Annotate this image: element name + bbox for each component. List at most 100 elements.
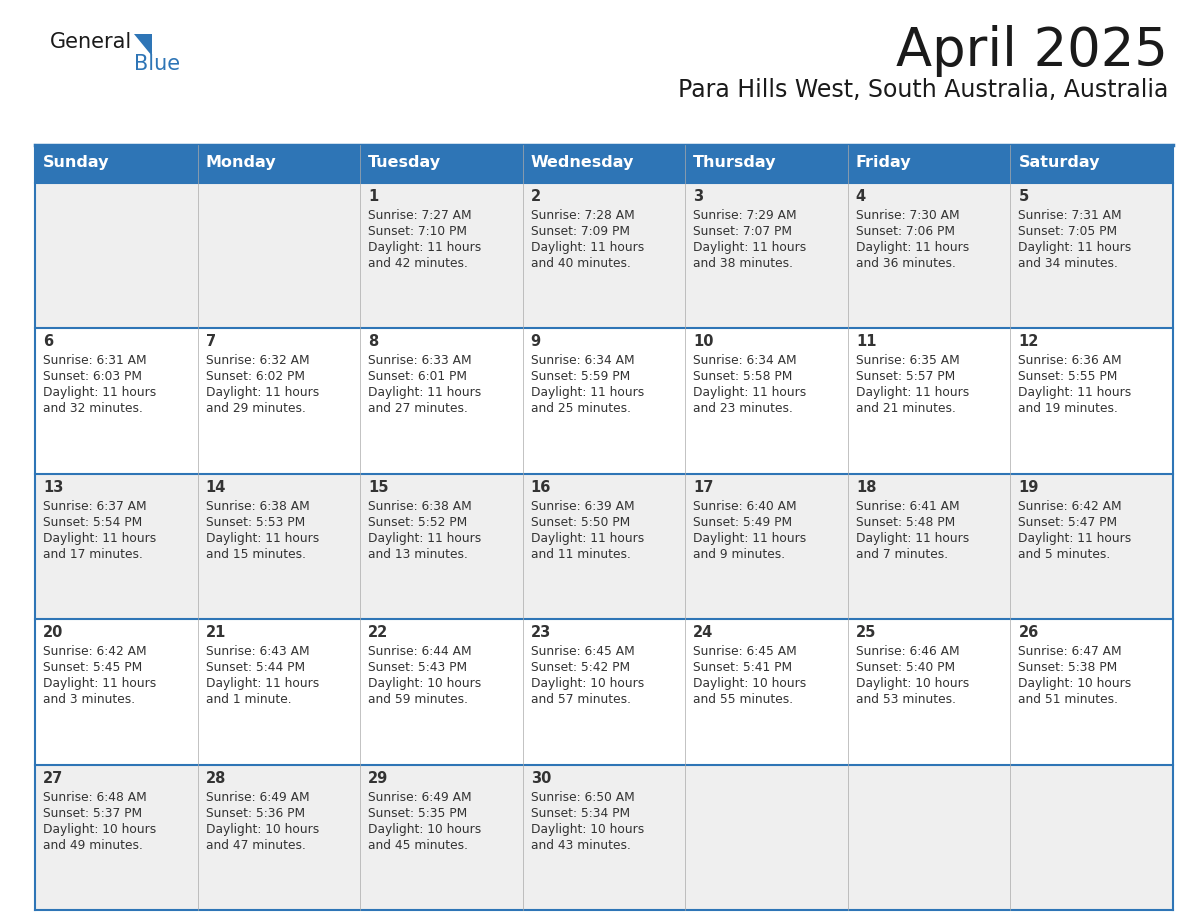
Text: Daylight: 11 hours: Daylight: 11 hours xyxy=(43,386,157,399)
Text: Sunset: 5:34 PM: Sunset: 5:34 PM xyxy=(531,807,630,820)
Text: 1: 1 xyxy=(368,189,379,204)
Text: Sunrise: 7:30 AM: Sunrise: 7:30 AM xyxy=(855,209,960,222)
Text: and 19 minutes.: and 19 minutes. xyxy=(1018,402,1118,416)
Text: Sunset: 5:47 PM: Sunset: 5:47 PM xyxy=(1018,516,1118,529)
Text: Sunset: 5:35 PM: Sunset: 5:35 PM xyxy=(368,807,467,820)
Text: and 27 minutes.: and 27 minutes. xyxy=(368,402,468,416)
Text: Sunrise: 6:34 AM: Sunrise: 6:34 AM xyxy=(694,354,797,367)
Text: Sunrise: 6:38 AM: Sunrise: 6:38 AM xyxy=(368,499,472,513)
Text: Daylight: 11 hours: Daylight: 11 hours xyxy=(43,532,157,544)
Text: and 3 minutes.: and 3 minutes. xyxy=(43,693,135,706)
Text: Sunrise: 6:37 AM: Sunrise: 6:37 AM xyxy=(43,499,146,513)
Text: Sunrise: 7:31 AM: Sunrise: 7:31 AM xyxy=(1018,209,1121,222)
Text: and 25 minutes.: and 25 minutes. xyxy=(531,402,631,416)
Text: Daylight: 10 hours: Daylight: 10 hours xyxy=(531,677,644,690)
Text: Daylight: 10 hours: Daylight: 10 hours xyxy=(43,823,157,835)
Text: Sunrise: 6:36 AM: Sunrise: 6:36 AM xyxy=(1018,354,1121,367)
Text: Blue: Blue xyxy=(134,54,181,74)
Text: Sunset: 7:05 PM: Sunset: 7:05 PM xyxy=(1018,225,1118,238)
Text: Sunrise: 6:47 AM: Sunrise: 6:47 AM xyxy=(1018,645,1121,658)
Text: and 23 minutes.: and 23 minutes. xyxy=(694,402,794,416)
Text: 26: 26 xyxy=(1018,625,1038,640)
Text: Sunrise: 6:39 AM: Sunrise: 6:39 AM xyxy=(531,499,634,513)
Text: Sunrise: 6:42 AM: Sunrise: 6:42 AM xyxy=(1018,499,1121,513)
Text: Tuesday: Tuesday xyxy=(368,155,441,171)
Text: and 15 minutes.: and 15 minutes. xyxy=(206,548,305,561)
Text: Sunset: 7:07 PM: Sunset: 7:07 PM xyxy=(694,225,792,238)
Text: Daylight: 10 hours: Daylight: 10 hours xyxy=(1018,677,1132,690)
Text: Sunrise: 6:49 AM: Sunrise: 6:49 AM xyxy=(368,790,472,803)
Text: Daylight: 11 hours: Daylight: 11 hours xyxy=(694,532,807,544)
Text: Sunrise: 7:27 AM: Sunrise: 7:27 AM xyxy=(368,209,472,222)
Text: 13: 13 xyxy=(43,480,63,495)
Text: Daylight: 10 hours: Daylight: 10 hours xyxy=(368,677,481,690)
Text: and 51 minutes.: and 51 minutes. xyxy=(1018,693,1118,706)
Text: and 43 minutes.: and 43 minutes. xyxy=(531,839,631,852)
Text: and 59 minutes.: and 59 minutes. xyxy=(368,693,468,706)
Text: Wednesday: Wednesday xyxy=(531,155,634,171)
Text: Sunrise: 6:50 AM: Sunrise: 6:50 AM xyxy=(531,790,634,803)
Text: Sunrise: 6:43 AM: Sunrise: 6:43 AM xyxy=(206,645,309,658)
Text: Daylight: 11 hours: Daylight: 11 hours xyxy=(694,241,807,254)
Text: and 57 minutes.: and 57 minutes. xyxy=(531,693,631,706)
Text: Sunrise: 6:45 AM: Sunrise: 6:45 AM xyxy=(531,645,634,658)
Text: Sunrise: 6:34 AM: Sunrise: 6:34 AM xyxy=(531,354,634,367)
Text: Para Hills West, South Australia, Australia: Para Hills West, South Australia, Austra… xyxy=(677,78,1168,102)
Text: 15: 15 xyxy=(368,480,388,495)
Text: Daylight: 11 hours: Daylight: 11 hours xyxy=(1018,241,1132,254)
Text: and 38 minutes.: and 38 minutes. xyxy=(694,257,794,270)
Text: Daylight: 11 hours: Daylight: 11 hours xyxy=(206,532,318,544)
Text: Sunset: 5:38 PM: Sunset: 5:38 PM xyxy=(1018,661,1118,674)
Text: Sunrise: 6:46 AM: Sunrise: 6:46 AM xyxy=(855,645,960,658)
Text: and 11 minutes.: and 11 minutes. xyxy=(531,548,631,561)
Text: Daylight: 11 hours: Daylight: 11 hours xyxy=(855,241,969,254)
Text: Sunset: 5:43 PM: Sunset: 5:43 PM xyxy=(368,661,467,674)
Text: and 55 minutes.: and 55 minutes. xyxy=(694,693,794,706)
Text: Thursday: Thursday xyxy=(694,155,777,171)
Text: and 9 minutes.: and 9 minutes. xyxy=(694,548,785,561)
Text: Sunset: 5:41 PM: Sunset: 5:41 PM xyxy=(694,661,792,674)
Text: 30: 30 xyxy=(531,770,551,786)
Text: 17: 17 xyxy=(694,480,714,495)
Text: Daylight: 11 hours: Daylight: 11 hours xyxy=(531,241,644,254)
Text: 12: 12 xyxy=(1018,334,1038,350)
Text: Sunset: 7:06 PM: Sunset: 7:06 PM xyxy=(855,225,955,238)
Text: Friday: Friday xyxy=(855,155,911,171)
Text: and 29 minutes.: and 29 minutes. xyxy=(206,402,305,416)
Text: 4: 4 xyxy=(855,189,866,204)
Text: 6: 6 xyxy=(43,334,53,350)
Text: Daylight: 11 hours: Daylight: 11 hours xyxy=(43,677,157,690)
Text: Daylight: 11 hours: Daylight: 11 hours xyxy=(531,532,644,544)
Text: 21: 21 xyxy=(206,625,226,640)
Text: and 21 minutes.: and 21 minutes. xyxy=(855,402,955,416)
Text: 10: 10 xyxy=(694,334,714,350)
Text: Sunrise: 6:33 AM: Sunrise: 6:33 AM xyxy=(368,354,472,367)
Text: Sunrise: 6:35 AM: Sunrise: 6:35 AM xyxy=(855,354,960,367)
Text: Daylight: 11 hours: Daylight: 11 hours xyxy=(1018,386,1132,399)
Text: 18: 18 xyxy=(855,480,877,495)
Text: Daylight: 10 hours: Daylight: 10 hours xyxy=(531,823,644,835)
Text: Sunset: 5:50 PM: Sunset: 5:50 PM xyxy=(531,516,630,529)
Text: 19: 19 xyxy=(1018,480,1038,495)
Text: Sunrise: 6:48 AM: Sunrise: 6:48 AM xyxy=(43,790,147,803)
Text: and 42 minutes.: and 42 minutes. xyxy=(368,257,468,270)
Text: Sunset: 5:37 PM: Sunset: 5:37 PM xyxy=(43,807,143,820)
Text: 24: 24 xyxy=(694,625,714,640)
Text: Daylight: 10 hours: Daylight: 10 hours xyxy=(368,823,481,835)
Text: 23: 23 xyxy=(531,625,551,640)
Text: Sunday: Sunday xyxy=(43,155,109,171)
Text: Sunrise: 6:44 AM: Sunrise: 6:44 AM xyxy=(368,645,472,658)
Text: 16: 16 xyxy=(531,480,551,495)
Text: Sunset: 5:49 PM: Sunset: 5:49 PM xyxy=(694,516,792,529)
Text: Sunset: 5:44 PM: Sunset: 5:44 PM xyxy=(206,661,304,674)
Text: Sunrise: 6:40 AM: Sunrise: 6:40 AM xyxy=(694,499,797,513)
Text: and 1 minute.: and 1 minute. xyxy=(206,693,291,706)
Text: Sunrise: 6:49 AM: Sunrise: 6:49 AM xyxy=(206,790,309,803)
Text: Sunset: 5:36 PM: Sunset: 5:36 PM xyxy=(206,807,304,820)
Text: Daylight: 11 hours: Daylight: 11 hours xyxy=(206,386,318,399)
Text: Daylight: 11 hours: Daylight: 11 hours xyxy=(206,677,318,690)
Text: and 40 minutes.: and 40 minutes. xyxy=(531,257,631,270)
Text: Monday: Monday xyxy=(206,155,276,171)
Text: Sunset: 5:59 PM: Sunset: 5:59 PM xyxy=(531,370,630,384)
Text: Daylight: 10 hours: Daylight: 10 hours xyxy=(694,677,807,690)
